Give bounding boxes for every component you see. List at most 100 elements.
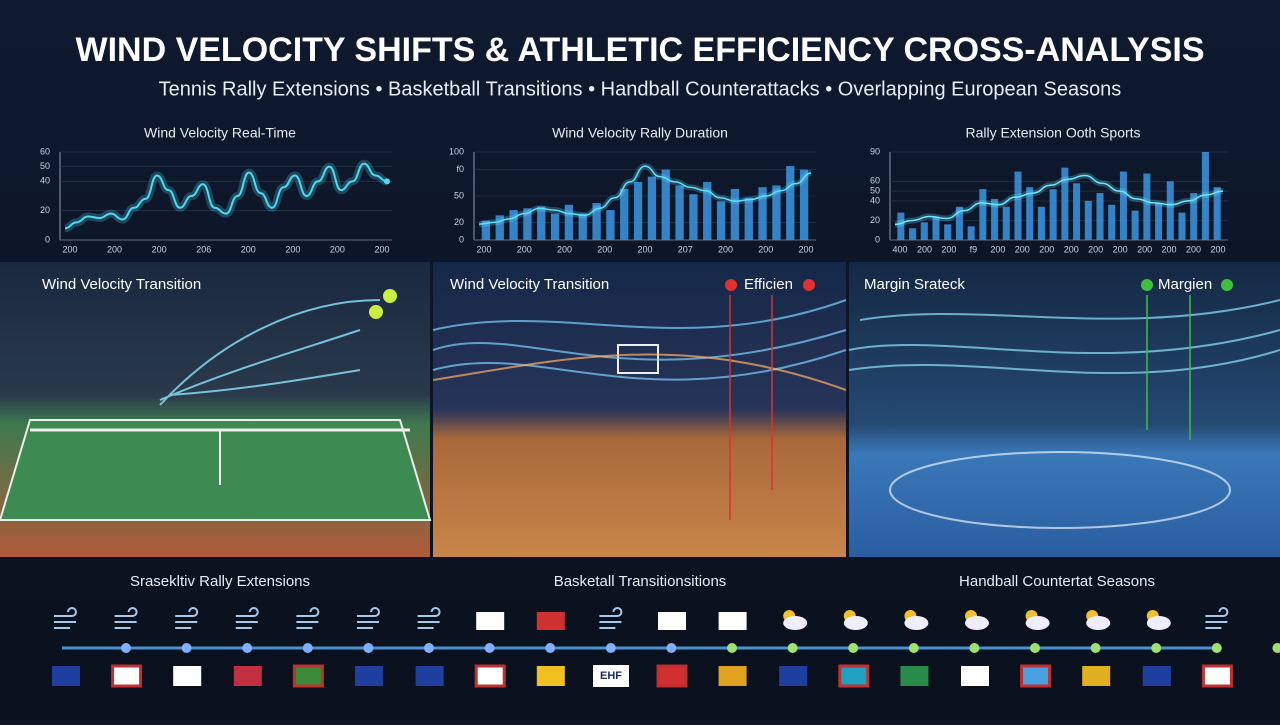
wind-streaks [848, 299, 1280, 375]
y-tick-label: 60 [40, 146, 50, 156]
timeline-section: Srasekltiv Rally Extensions [130, 573, 310, 590]
timeline-dot [848, 643, 859, 653]
x-tick-label: 200 [1113, 244, 1128, 254]
bar [537, 206, 546, 240]
timeline-dot [1030, 643, 1040, 653]
bar [909, 228, 917, 240]
wind-icon [417, 607, 441, 629]
chart: Wind Velocity Rally Duration 0 20 50 f0 100 20… [449, 125, 816, 254]
timeline-dot [727, 643, 737, 653]
flag-icon [536, 612, 565, 630]
x-tick-label: 200 [1088, 244, 1103, 254]
panel-tag: Margien [1158, 276, 1212, 293]
bar [703, 181, 712, 240]
bar [1002, 206, 1010, 240]
cloud-icon [965, 616, 989, 630]
y-tick-label: f0 [456, 164, 464, 174]
bar [1061, 167, 1069, 240]
x-tick-label: 200 [1064, 244, 1079, 254]
y-tick-label: 40 [870, 195, 880, 205]
marker-dot [1141, 279, 1153, 291]
x-tick-label: 200 [798, 244, 813, 254]
wind-streaks [432, 299, 847, 381]
y-tick-label: 0 [45, 234, 50, 244]
bar [967, 226, 975, 240]
timeline-section: Basketall Transitionsitions [554, 573, 727, 590]
bar [744, 197, 753, 240]
wind-streaks [432, 353, 847, 391]
bar [633, 181, 643, 240]
wind-icon [1205, 607, 1229, 629]
flag-icon [838, 664, 870, 688]
bar [675, 185, 684, 240]
bar [495, 215, 504, 240]
handball-panel [849, 262, 1280, 557]
y-tick-label: 100 [449, 146, 464, 156]
timeline-dot [484, 643, 495, 653]
x-tick-label: 200 [597, 244, 612, 254]
bar [1037, 206, 1045, 240]
bar [932, 216, 940, 240]
y-tick-label: 0 [875, 234, 880, 244]
tennis-ball [369, 305, 383, 319]
cloud-icon [904, 616, 929, 630]
y-tick-label: 20 [870, 215, 880, 225]
flag-icon [52, 666, 80, 686]
marker-dot [1221, 279, 1233, 291]
bar [1026, 187, 1034, 240]
bar [564, 204, 574, 240]
bar [647, 176, 657, 240]
bar [550, 213, 560, 240]
y-tick-label: 60 [870, 176, 880, 186]
bar [1143, 173, 1151, 240]
x-tick-label: 200 [718, 244, 733, 254]
x-tick-label: 200 [1210, 244, 1225, 254]
panel-label: Wind Velocity Transition [42, 276, 201, 293]
x-tick-label: 200 [1015, 244, 1030, 254]
wind-icon [175, 607, 199, 629]
tennis-court [0, 419, 432, 521]
panel-tag: Efficien [744, 276, 793, 293]
panel-label: Margin Srateck [864, 276, 965, 293]
cloud-icon [843, 616, 868, 630]
x-tick-label: 200 [62, 244, 77, 254]
x-tick-label: 200 [374, 244, 389, 254]
cloud-icon [1025, 616, 1050, 630]
x-tick-label: 200 [285, 244, 300, 254]
y-tick-label: 0 [459, 234, 464, 244]
timeline-dot [1151, 643, 1162, 653]
bar [786, 166, 795, 240]
timeline-dot [666, 643, 677, 653]
scene-panels [0, 262, 1280, 557]
bar [991, 198, 999, 240]
wind-icon [599, 607, 623, 629]
bar [1049, 189, 1057, 240]
bar [772, 185, 781, 240]
flag-icon [1020, 664, 1052, 688]
timeline-dot [181, 643, 192, 653]
x-tick-label: 200 [1186, 244, 1201, 254]
panel-label: Wind Velocity Transition [450, 276, 609, 293]
flag-icon [111, 664, 143, 688]
court-arc [889, 451, 1231, 529]
y-tick-label: 20 [40, 205, 50, 215]
flag-icon [656, 664, 688, 688]
timeline-dot [121, 643, 131, 653]
wind-icon [54, 607, 77, 629]
y-tick-label: 20 [454, 217, 464, 227]
bar [1155, 202, 1163, 240]
x-tick-label: 200 [557, 244, 572, 254]
bar [897, 212, 905, 240]
x-tick-label: 200 [476, 244, 491, 254]
bar [1178, 212, 1186, 240]
bar [758, 187, 767, 240]
timeline-dot [545, 643, 556, 653]
cloud-icon [783, 616, 808, 630]
x-tick-label: 200 [941, 244, 956, 254]
bar [1190, 193, 1198, 240]
wind-icon [114, 607, 138, 629]
flag-icon [292, 664, 324, 688]
wind-icon [296, 607, 320, 629]
